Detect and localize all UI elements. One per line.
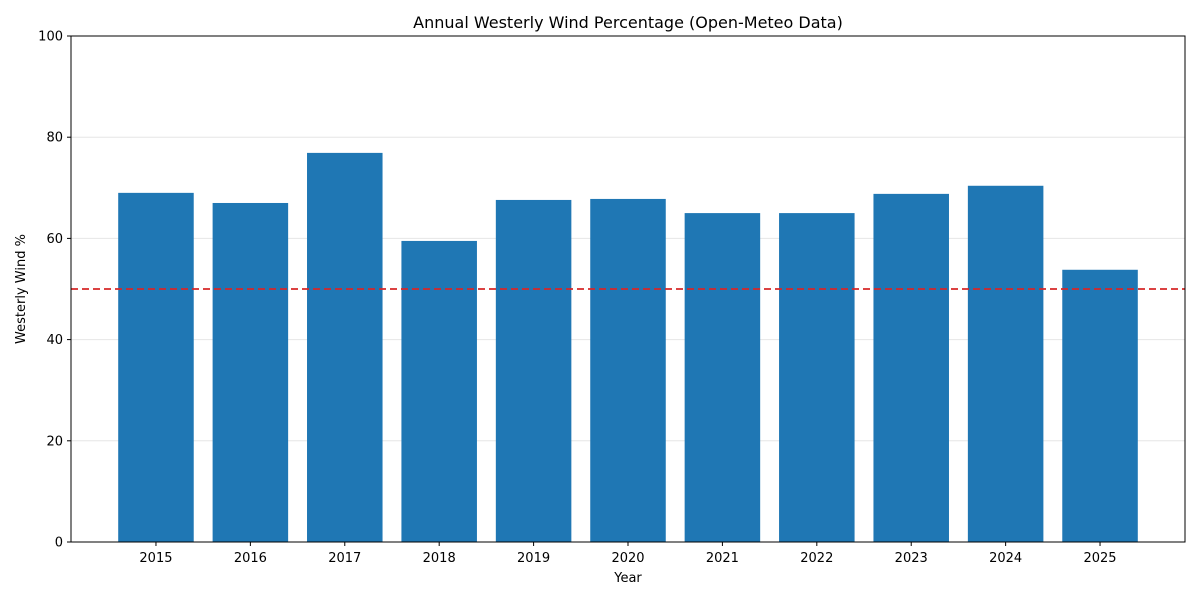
- x-axis-ticks: 2015 2016 2017 2018 2019 2020 2021 2022 2023 2024…: [139, 542, 1117, 566]
- x-tick-label-2020: 2020: [611, 551, 644, 566]
- x-axis-label: Year: [613, 571, 642, 586]
- x-tick-label-2022: 2022: [800, 551, 833, 566]
- x-tick-label-2024: 2024: [989, 551, 1022, 566]
- bar-2019: [495, 199, 572, 542]
- x-tick-label-2021: 2021: [706, 551, 739, 566]
- x-tick-label-2015: 2015: [139, 551, 172, 566]
- y-tick-label-20: 20: [46, 434, 63, 449]
- bar-2015: [118, 192, 194, 543]
- bar-2025: [1062, 269, 1138, 542]
- y-axis-label: Westerly Wind %: [14, 234, 29, 344]
- x-tick-label-2019: 2019: [517, 551, 550, 566]
- y-tick-label-80: 80: [46, 131, 63, 146]
- chart-title: Annual Westerly Wind Percentage (Open-Me…: [413, 13, 843, 32]
- x-tick-label-2018: 2018: [423, 551, 456, 566]
- x-tick-label-2017: 2017: [328, 551, 361, 566]
- y-tick-label-100: 100: [38, 30, 63, 45]
- y-axis-ticks: 0 20 40 60 80 100: [38, 30, 71, 551]
- x-tick-label-2016: 2016: [234, 551, 267, 566]
- y-tick-label-40: 40: [46, 333, 63, 348]
- bar-2017: [307, 152, 383, 543]
- y-tick-label-0: 0: [55, 536, 63, 551]
- x-tick-label-2023: 2023: [895, 551, 928, 566]
- bar-2021: [684, 213, 761, 542]
- bars: [118, 152, 1138, 543]
- bar-2022: [779, 213, 855, 542]
- bar-2016: [212, 202, 289, 543]
- bar-2024: [967, 185, 1044, 542]
- x-tick-label-2025: 2025: [1083, 551, 1116, 566]
- bar-2023: [873, 193, 949, 542]
- y-tick-label-60: 60: [46, 232, 63, 247]
- bar-2020: [590, 198, 666, 542]
- bar-2018: [401, 240, 477, 542]
